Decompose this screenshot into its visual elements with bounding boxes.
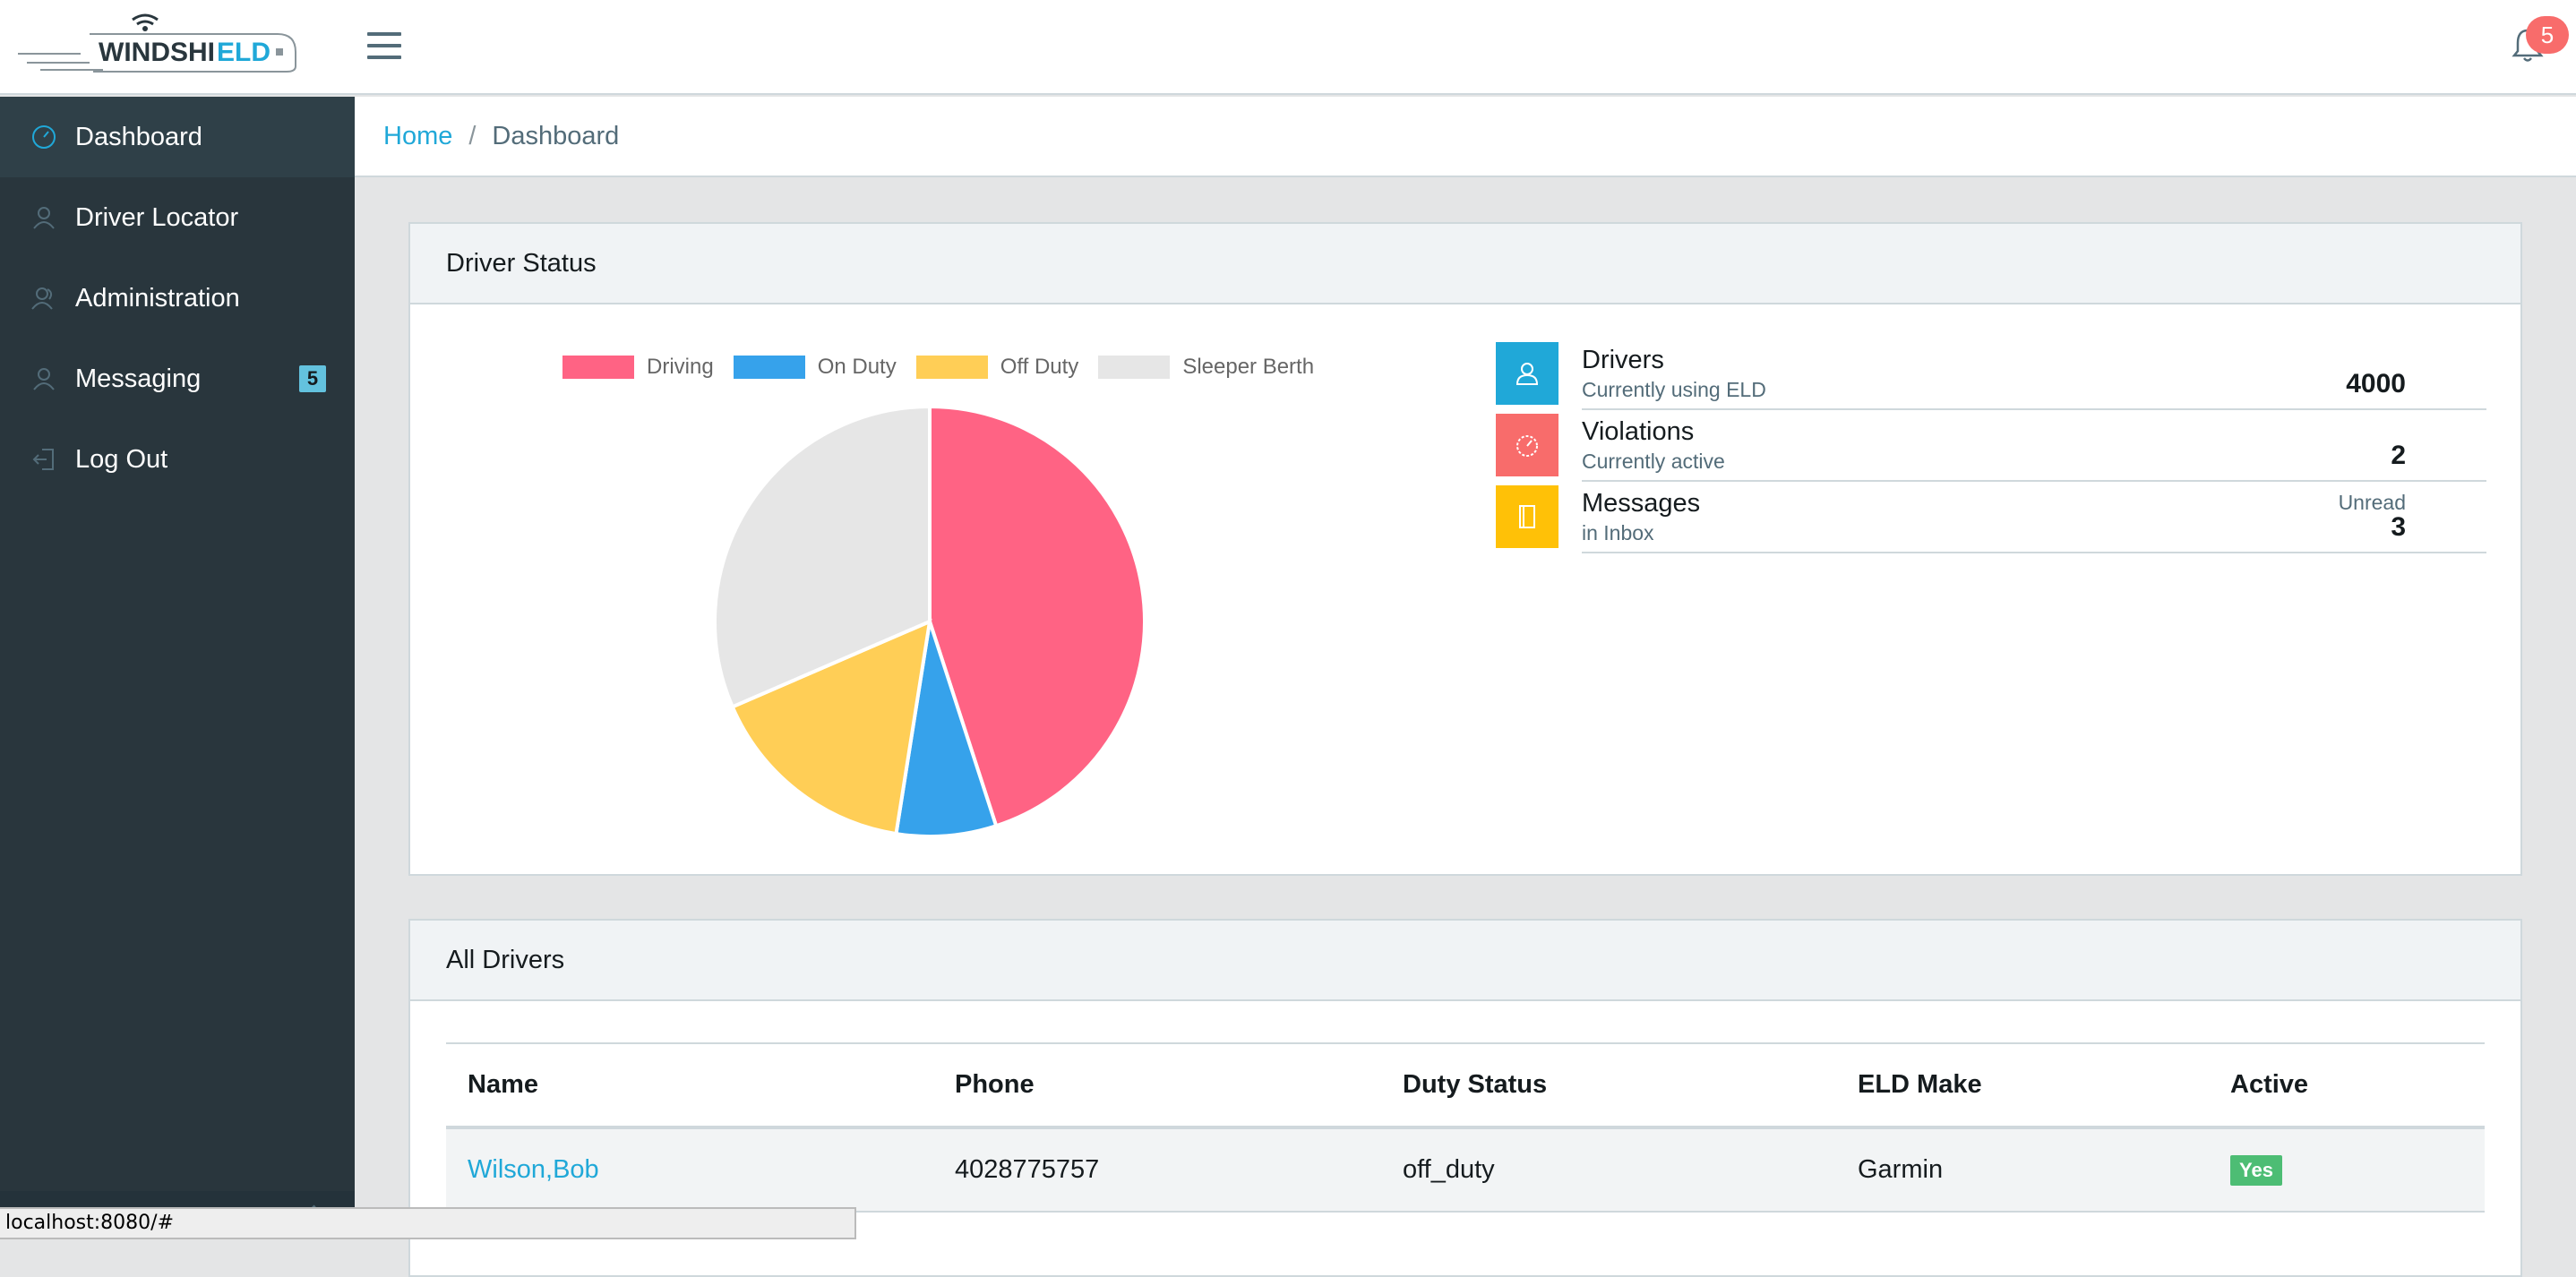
speedometer-icon	[1516, 435, 1538, 457]
svg-text:WINDSHI: WINDSHI	[99, 38, 215, 67]
legend-item-driving[interactable]: Driving	[562, 355, 714, 380]
all-drivers-header: All Drivers	[410, 921, 2520, 1001]
pie-slice-sleeper-berth[interactable]	[713, 404, 932, 709]
stat-icon-box	[1496, 342, 1558, 405]
cell-active: Yes	[2209, 1127, 2485, 1213]
legend-item-on-duty[interactable]: On Duty	[733, 355, 897, 380]
sidebar-item-label: Log Out	[75, 444, 168, 474]
legend-label: Sleeper Berth	[1182, 355, 1315, 379]
user-icon	[30, 365, 57, 392]
driver-status-header: Driver Status	[410, 224, 2520, 304]
logout-icon	[30, 446, 57, 473]
stats-list: Drivers Currently using ELD 4000 Violati…	[1496, 342, 2490, 557]
driver-name-link[interactable]: Wilson,Bob	[468, 1155, 599, 1184]
stat-subtitle: Currently using ELD	[1582, 378, 1766, 401]
column-header-phone[interactable]: Phone	[933, 1042, 1381, 1129]
stat-value: 3	[2391, 512, 2406, 542]
breadcrumb: Home / Dashboard	[355, 97, 2576, 177]
users-icon	[30, 285, 57, 312]
legend-swatch	[733, 356, 805, 379]
stat-value-label: Unread	[2338, 491, 2406, 514]
breadcrumb-home-link[interactable]: Home	[383, 121, 453, 150]
table-row[interactable]: Wilson,Bob 4028775757 off_duty Garmin Ye…	[446, 1127, 2485, 1213]
user-icon	[1516, 363, 1539, 385]
sidebar-item-label: Dashboard	[75, 122, 202, 151]
stat-drivers[interactable]: Drivers Currently using ELD 4000	[1496, 342, 2490, 414]
pie-slice-off-duty[interactable]	[730, 618, 932, 836]
stat-body: Violations Currently active 2	[1582, 414, 2486, 482]
notifications-badge[interactable]: 5	[2526, 16, 2569, 54]
legend-label: On Duty	[817, 355, 897, 379]
chart-legend: Driving On Duty Off Duty Sleeper Berth	[562, 355, 1334, 380]
sidebar-item-label: Messaging	[75, 364, 202, 393]
stat-value: 4000	[2346, 369, 2406, 399]
cell-eld-make: Garmin	[1836, 1127, 2209, 1213]
stat-subtitle: Currently active	[1582, 450, 1725, 473]
cell-name: Wilson,Bob	[446, 1127, 933, 1213]
pie-slice-on-duty[interactable]	[894, 621, 999, 838]
column-header-name[interactable]: Name	[446, 1042, 933, 1129]
stat-subtitle: in Inbox	[1582, 521, 1654, 544]
stat-value: 2	[2391, 441, 2406, 470]
active-badge: Yes	[2230, 1155, 2282, 1186]
stat-messages[interactable]: Messages in Inbox Unread 3	[1496, 485, 2490, 557]
stat-body: Drivers Currently using ELD 4000	[1582, 342, 2486, 410]
messaging-badge: 5	[299, 365, 326, 392]
sidebar-item-log-out[interactable]: Log Out	[0, 419, 355, 500]
driver-status-pie-chart	[713, 404, 1146, 838]
breadcrumb-separator: /	[468, 121, 477, 150]
stat-body: Messages in Inbox Unread 3	[1582, 485, 2486, 553]
svg-text:ELD: ELD	[217, 38, 270, 67]
windshield-logo[interactable]: WINDSHI ELD	[18, 13, 305, 77]
sidebar: Dashboard Driver Locator Administration …	[0, 97, 355, 1239]
breadcrumb-current: Dashboard	[492, 121, 620, 150]
sidebar-item-messaging[interactable]: Messaging 5	[0, 339, 355, 419]
legend-label: Off Duty	[1000, 355, 1079, 379]
cell-phone: 4028775757	[933, 1127, 1381, 1213]
sidebar-item-driver-locator[interactable]: Driver Locator	[0, 177, 355, 258]
sidebar-item-administration[interactable]: Administration	[0, 258, 355, 339]
sidebar-item-label: Administration	[75, 283, 240, 313]
speedometer-icon	[30, 124, 57, 150]
legend-item-sleeper-berth[interactable]: Sleeper Berth	[1098, 355, 1314, 380]
table-header-row: Name Phone Duty Status ELD Make Active	[446, 1042, 2485, 1129]
notebook-icon	[1519, 505, 1535, 528]
stat-title: Messages	[1582, 489, 1701, 518]
top-navbar: WINDSHI ELD 5	[0, 0, 2576, 95]
pie-slice-driving[interactable]	[928, 404, 1146, 828]
drivers-table: Name Phone Duty Status ELD Make Active W…	[446, 1042, 2485, 1213]
stat-title: Drivers	[1582, 346, 1664, 374]
driver-status-card: Driver Status Driving On Duty Off Duty S…	[408, 222, 2522, 876]
stat-icon-box	[1496, 414, 1558, 476]
legend-swatch	[562, 356, 634, 379]
stat-violations[interactable]: Violations Currently active 2	[1496, 414, 2490, 485]
sidebar-item-dashboard[interactable]: Dashboard	[0, 97, 355, 177]
legend-swatch	[915, 356, 988, 379]
legend-item-off-duty[interactable]: Off Duty	[915, 355, 1079, 380]
column-header-eld-make[interactable]: ELD Make	[1836, 1042, 2209, 1129]
stat-title: Violations	[1582, 417, 1695, 446]
legend-label: Driving	[647, 355, 714, 379]
user-icon	[30, 204, 57, 231]
column-header-active[interactable]: Active	[2209, 1042, 2485, 1129]
sidebar-toggle-button[interactable]	[367, 32, 401, 61]
browser-status-bar: localhost:8080/#	[0, 1207, 856, 1239]
column-header-duty-status[interactable]: Duty Status	[1381, 1042, 1836, 1129]
sidebar-item-label: Driver Locator	[75, 202, 239, 232]
legend-swatch	[1098, 356, 1171, 379]
cell-duty-status: off_duty	[1381, 1127, 1836, 1213]
stat-icon-box	[1496, 485, 1558, 548]
